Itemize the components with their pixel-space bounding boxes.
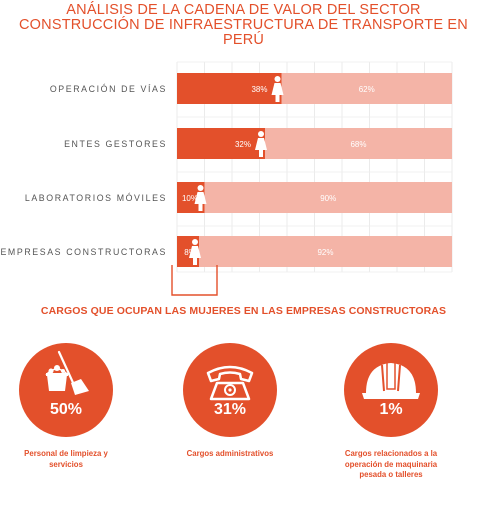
category-label: OPERACIÓN DE VÍAS [50,84,167,94]
role-value-cleaning: 50% [49,401,83,418]
broom-bucket-icon [45,350,89,395]
woman-icon [194,185,207,211]
role-value-admin: 31% [213,401,247,418]
caption-line: Personal de limpieza y [24,449,108,458]
data-label-women: 38% [251,85,267,94]
data-label-men: 92% [317,248,333,257]
category-label: EMPRESAS CONSTRUCTORAS [0,247,167,257]
category-label: ENTES GESTORES [64,139,167,149]
woman-icon [255,131,267,157]
bar-men [204,182,452,213]
telephone-icon [206,365,254,401]
data-label-women: 10% [182,194,198,203]
role-caption-machinery: Cargos relacionados a la operación de ma… [321,449,461,481]
hard-hat-icon [362,363,420,399]
data-label-men: 68% [350,140,366,149]
caption-line: operación de maquinaria [344,459,438,469]
caption-line: servicios [49,459,83,469]
data-label-men: 62% [359,85,375,94]
highlight-bracket [171,265,218,296]
woman-icon [189,239,201,265]
data-label-men: 90% [320,194,336,203]
data-label-women: 8% [184,248,196,257]
caption-line: pesada o talleres [359,470,423,479]
role-circle-machinery: 1% [344,343,438,437]
data-label-women: 32% [235,140,251,149]
roles-section-title: CARGOS QUE OCUPAN LAS MUJERES EN LAS EMP… [40,305,447,317]
category-label: LABORATORIOS MÓVILES [25,193,167,203]
title-line-2: CONSTRUCCIÓN DE INFRAESTRUCTURA DE TRANS… [19,17,468,48]
bar-men [265,128,452,159]
bar-women [177,128,265,159]
title-line-1: ANÁLISIS DE LA CADENA DE VALOR DEL SECTO… [66,2,421,18]
caption-line: Cargos administrativos [186,449,274,458]
stacked-bar-chart: OPERACIÓN DE VÍAS 38% 62% ENTES GESTORES 32%… [0,61,453,296]
role-circle-cleaning: 50% [19,343,113,437]
bar-men [281,73,452,104]
role-circle-admin: 31% [183,343,277,437]
role-value-machinery: 1% [379,401,403,418]
bar-women [177,73,282,104]
caption-line: Cargos relacionados a la [344,449,438,458]
woman-icon [271,76,284,102]
bar-men [199,236,452,267]
role-caption-cleaning: Personal de limpieza y servicios [0,449,136,470]
role-caption-admin: Cargos administrativos [160,449,300,460]
